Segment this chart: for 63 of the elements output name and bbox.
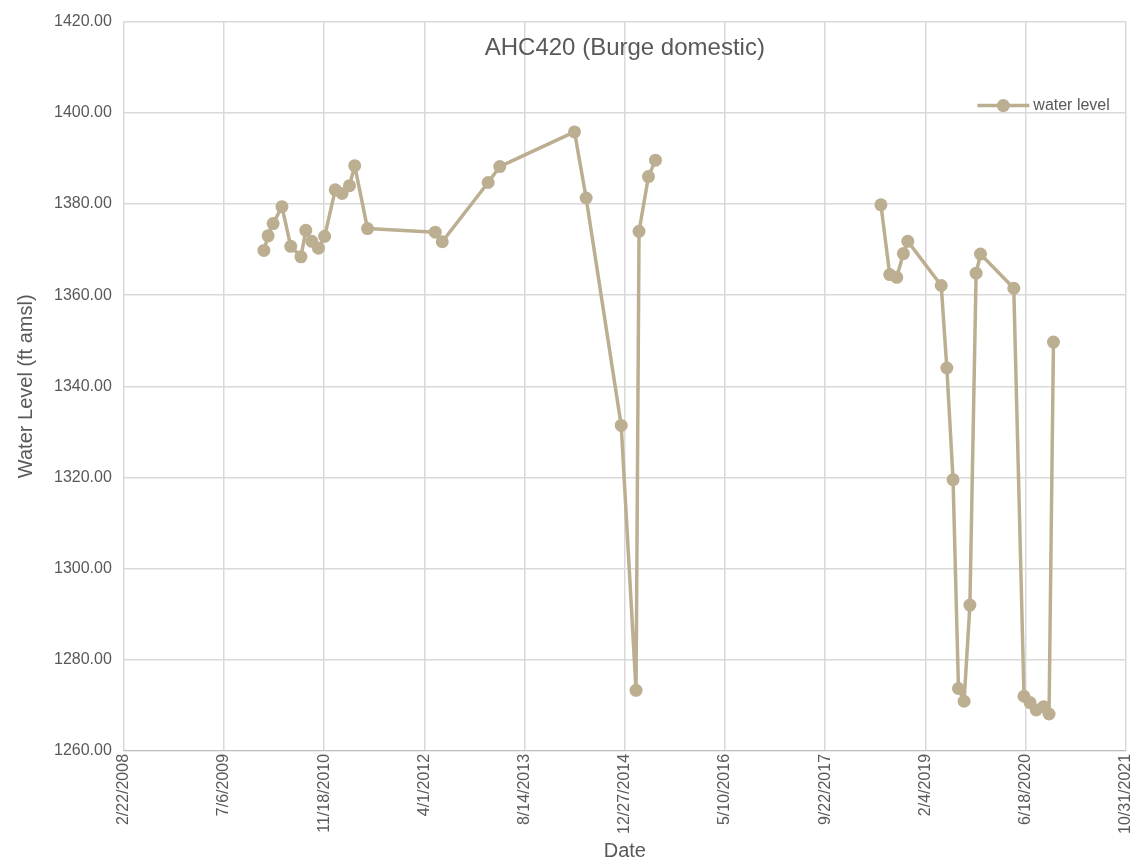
legend-label: water level — [1032, 96, 1110, 114]
x-tick-label: 4/1/2012 — [414, 753, 432, 817]
point — [318, 229, 332, 243]
point — [335, 186, 349, 200]
point — [1046, 335, 1060, 349]
point — [294, 250, 308, 264]
point — [1042, 707, 1056, 721]
point — [951, 681, 965, 695]
point — [261, 229, 275, 243]
y-axis-title: Water Level (ft amsl) — [13, 294, 36, 479]
point — [435, 235, 449, 249]
point — [614, 418, 628, 432]
point — [974, 247, 988, 261]
point — [896, 247, 910, 261]
x-tick-label: 2/4/2019 — [915, 753, 933, 817]
point — [629, 683, 643, 697]
point — [934, 279, 948, 293]
point — [648, 153, 662, 167]
point — [428, 225, 442, 239]
point — [284, 239, 298, 253]
point — [946, 473, 960, 487]
point — [963, 598, 977, 612]
point — [257, 243, 271, 257]
point — [493, 160, 507, 174]
x-tick-label: 5/10/2016 — [715, 753, 733, 826]
point — [1007, 281, 1021, 295]
y-tick-label: 1360.00 — [53, 285, 112, 303]
y-tick-label: 1280.00 — [53, 650, 112, 668]
x-tick-label: 2/22/2008 — [114, 753, 132, 826]
point — [957, 694, 971, 708]
text: AHC420 (Burge domestic) — [484, 33, 765, 61]
x-tick-label: 10/31/2021 — [1116, 753, 1134, 834]
point — [874, 198, 888, 212]
x-axis-title: Date — [603, 838, 646, 861]
point — [348, 159, 362, 173]
point — [266, 217, 280, 231]
y-tick-label: 1340.00 — [53, 376, 112, 394]
x-tick-label: 8/14/2013 — [515, 753, 533, 826]
x-tick-label: 11/18/2010 — [314, 753, 332, 833]
point — [481, 176, 495, 190]
point — [361, 222, 375, 236]
point — [890, 270, 904, 284]
x-tick-label: 9/22/2017 — [815, 753, 833, 826]
point — [299, 223, 313, 237]
point — [940, 361, 954, 375]
y-tick-label: 1380.00 — [53, 194, 112, 212]
point — [579, 191, 593, 205]
y-tick-label: 1320.00 — [53, 467, 112, 485]
x-tick-label: 6/18/2020 — [1016, 753, 1034, 826]
point — [901, 234, 915, 248]
x-tick-label: 7/6/2009 — [214, 753, 232, 817]
point — [632, 224, 646, 238]
point — [568, 125, 582, 139]
point — [275, 200, 289, 214]
point — [969, 266, 983, 280]
y-tick-label: 1420.00 — [53, 12, 112, 30]
point — [342, 179, 356, 193]
point — [311, 241, 325, 255]
point — [641, 170, 655, 184]
y-tick-label: 1300.00 — [53, 559, 112, 576]
y-tick-label: 1260.00 — [53, 741, 112, 759]
x-tick-label: 12/27/2014 — [615, 753, 633, 834]
y-tick-label: 1400.00 — [53, 103, 112, 121]
